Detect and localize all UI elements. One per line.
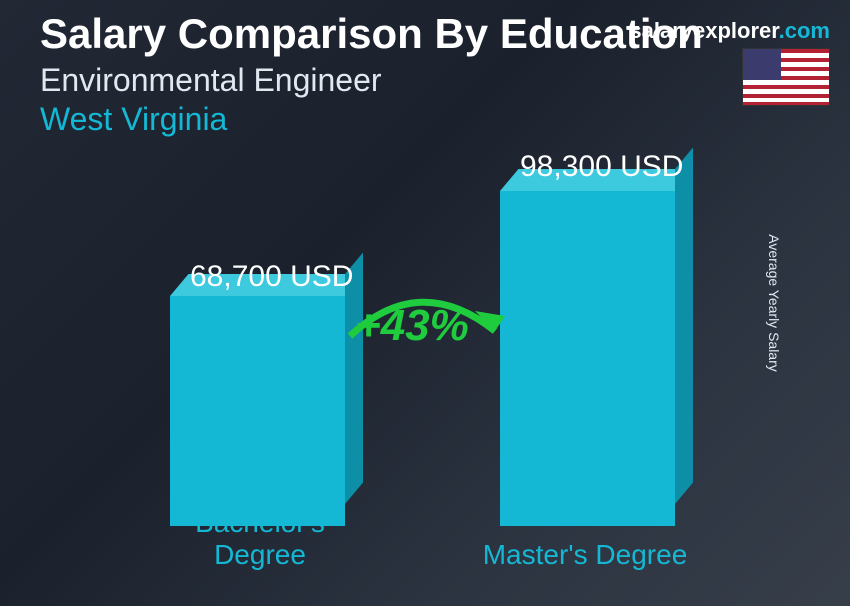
percent-increase: +43% [355,301,469,351]
job-title: Environmental Engineer [40,62,830,99]
bar-0 [170,296,345,526]
bar-label-1: Master's Degree [475,539,695,571]
bar-chart: +43% Bachelor's Degree Master's Degree [0,146,850,586]
bar-label-0: Bachelor's Degree [150,507,370,571]
us-flag-icon [742,48,830,106]
brand-logo: salaryexplorer.com [629,18,830,44]
brand-part1: salaryexplorer [629,18,778,43]
bar-value-0: 68,700 USD [190,260,353,294]
y-axis-label: Average Yearly Salary [765,234,781,372]
bar-value-1: 98,300 USD [520,150,683,184]
brand-part2: .com [779,18,830,43]
location-label: West Virginia [40,101,830,138]
